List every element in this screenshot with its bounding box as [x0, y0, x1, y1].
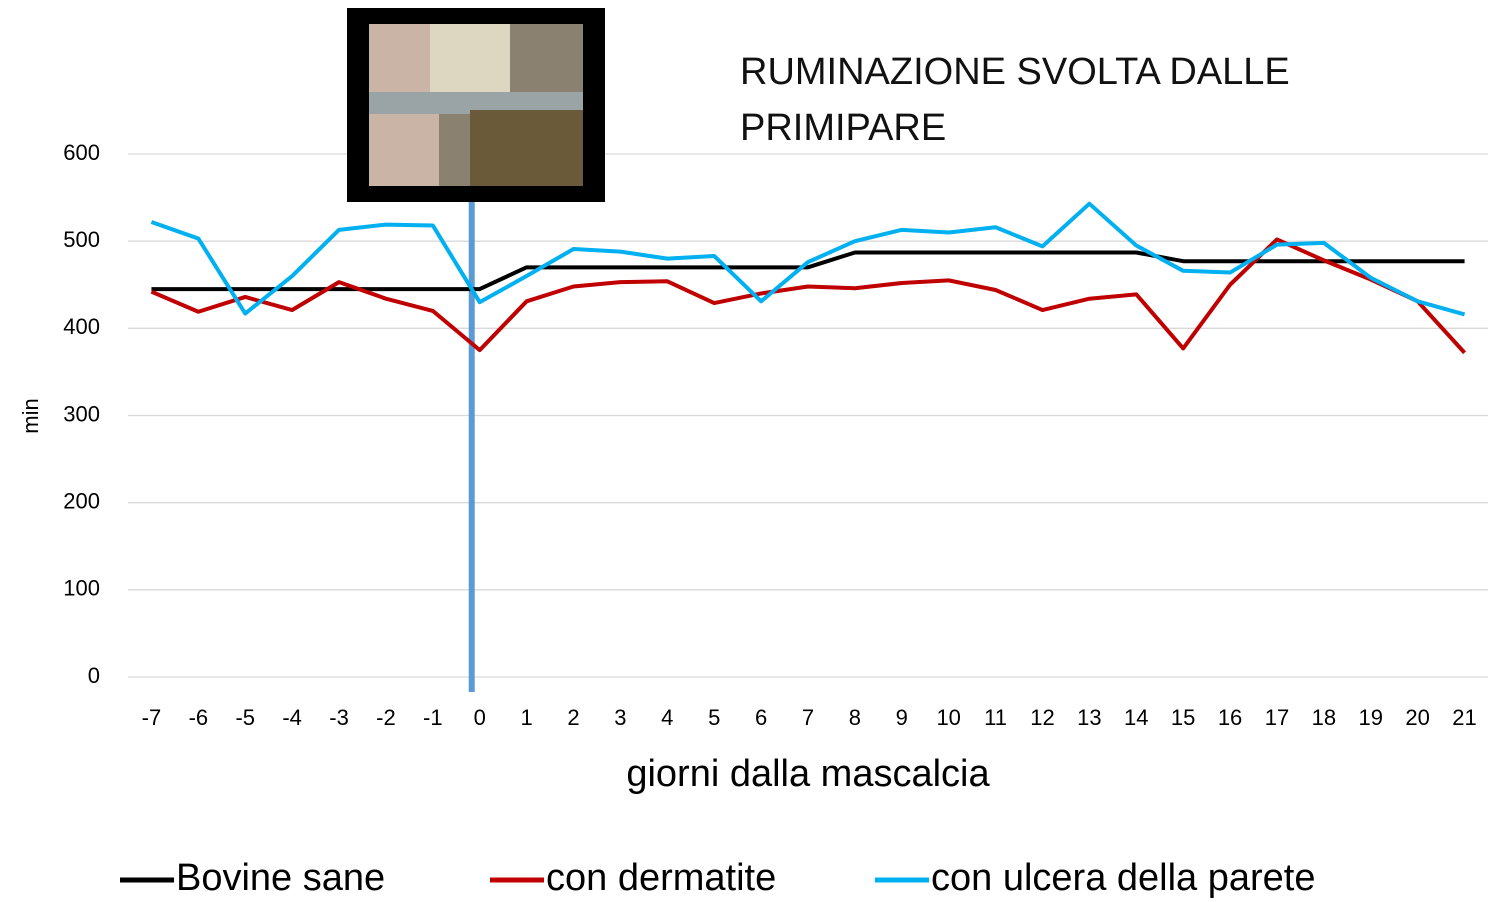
x-tick-label: 18: [1312, 705, 1336, 730]
x-tick-label: 6: [755, 705, 767, 730]
x-tick-label: 1: [520, 705, 532, 730]
x-tick-label: -1: [423, 705, 443, 730]
x-tick-label: 21: [1452, 705, 1476, 730]
y-tick-label: 500: [63, 227, 100, 252]
series-line: [151, 239, 1464, 352]
y-tick-label: 600: [63, 140, 100, 165]
x-tick-label: 10: [936, 705, 960, 730]
x-tick-label: 0: [474, 705, 486, 730]
x-tick-label: -4: [282, 705, 302, 730]
legend-label: con ulcera della parete: [931, 857, 1315, 899]
photo: [347, 8, 605, 202]
x-tick-label: -5: [235, 705, 255, 730]
x-tick-label: 13: [1077, 705, 1101, 730]
x-tick-label: -3: [329, 705, 349, 730]
x-tick-label: 14: [1124, 705, 1148, 730]
y-tick-label: 400: [63, 314, 100, 339]
y-tick-label: 0: [88, 663, 100, 688]
y-tick-label: 200: [63, 488, 100, 513]
x-tick-label: 15: [1171, 705, 1195, 730]
x-tick-label: 2: [567, 705, 579, 730]
x-tick-label: 7: [802, 705, 814, 730]
x-tick-label: 17: [1265, 705, 1289, 730]
y-tick-label: 300: [63, 401, 100, 426]
x-tick-label: 11: [984, 705, 1007, 730]
y-axis-label: min: [18, 398, 43, 433]
x-tick-label: 16: [1218, 705, 1242, 730]
x-tick-label: -2: [376, 705, 396, 730]
x-tick-label: 20: [1405, 705, 1429, 730]
chart-title: RUMINAZIONE SVOLTA DALLE PRIMIPARE: [740, 44, 1340, 156]
x-tick-label: 19: [1359, 705, 1383, 730]
x-tick-label: -7: [142, 705, 162, 730]
series-line: [151, 204, 1464, 315]
y-tick-label: 100: [63, 576, 100, 601]
page: min giorni dalla mascalcia 0100200300400…: [0, 0, 1491, 902]
x-axis-label: giorni dalla mascalcia: [626, 753, 990, 795]
x-tick-label: 5: [708, 705, 720, 730]
x-tick-label: 8: [849, 705, 861, 730]
legend-label: con dermatite: [546, 857, 776, 899]
x-tick-label: 3: [614, 705, 626, 730]
x-tick-label: 9: [896, 705, 908, 730]
x-tick-label: 12: [1030, 705, 1054, 730]
legend-label: Bovine sane: [176, 857, 385, 899]
x-tick-label: -6: [189, 705, 209, 730]
x-tick-label: 4: [661, 705, 673, 730]
